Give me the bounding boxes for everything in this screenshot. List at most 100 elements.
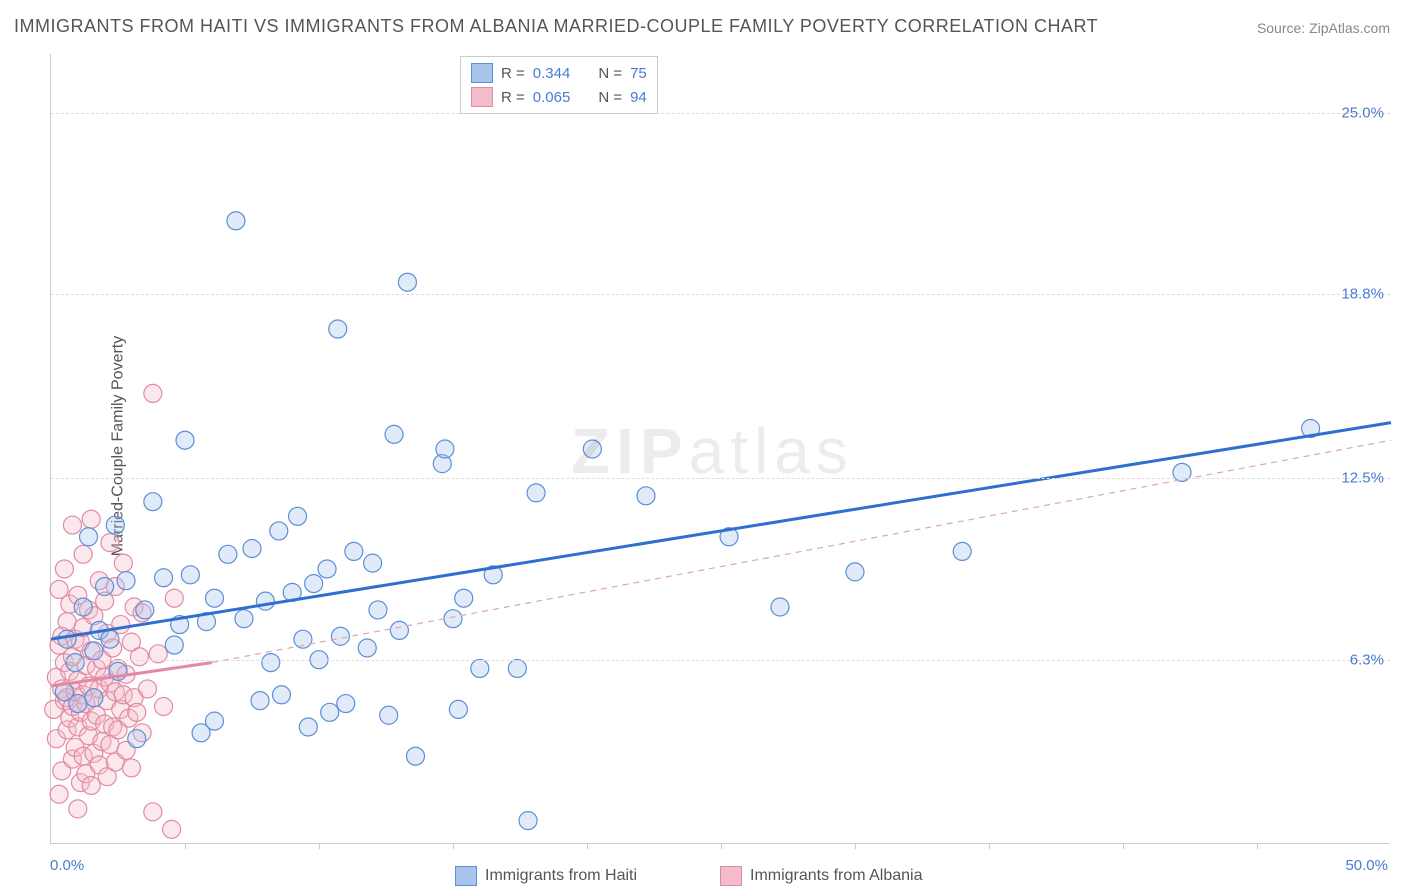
x-axis-max-label: 50.0% [1345, 857, 1388, 874]
source-attribution: Source: ZipAtlas.com [1257, 20, 1390, 36]
data-point-albania [144, 384, 162, 402]
data-point-haiti [74, 598, 92, 616]
x-tick [721, 843, 722, 849]
x-tick [855, 843, 856, 849]
data-point-haiti [390, 621, 408, 639]
data-point-haiti [289, 507, 307, 525]
data-point-albania [82, 510, 100, 528]
data-point-albania [58, 613, 76, 631]
legend-N-label: N = [598, 65, 622, 82]
chart-title: IMMIGRANTS FROM HAITI VS IMMIGRANTS FROM… [14, 16, 1098, 37]
series-label-haiti: Immigrants from Haiti [485, 867, 637, 885]
data-point-haiti [637, 487, 655, 505]
data-point-haiti [219, 545, 237, 563]
data-point-haiti [331, 627, 349, 645]
data-point-haiti [205, 589, 223, 607]
x-tick [319, 843, 320, 849]
data-point-haiti [519, 812, 537, 830]
series-legend-haiti: Immigrants from Haiti [455, 866, 637, 886]
gridline [51, 294, 1390, 295]
data-point-haiti [953, 542, 971, 560]
data-point-haiti [58, 630, 76, 648]
data-point-albania [122, 759, 140, 777]
data-point-haiti [846, 563, 864, 581]
data-point-haiti [771, 598, 789, 616]
swatch-haiti-icon [471, 63, 493, 83]
legend-R-label: R = [501, 65, 525, 82]
data-point-haiti [318, 560, 336, 578]
data-point-haiti [243, 539, 261, 557]
data-point-haiti [117, 572, 135, 590]
data-point-haiti [385, 425, 403, 443]
y-tick-label: 6.3% [1350, 651, 1384, 668]
data-point-haiti [80, 528, 98, 546]
legend-R-value: 0.065 [533, 89, 571, 106]
data-point-haiti [471, 659, 489, 677]
gridline [51, 478, 1390, 479]
y-tick-label: 25.0% [1341, 104, 1384, 121]
data-point-haiti [527, 484, 545, 502]
data-point-haiti [321, 703, 339, 721]
data-point-haiti [128, 730, 146, 748]
data-point-albania [82, 776, 100, 794]
data-point-haiti [155, 569, 173, 587]
data-point-haiti [165, 636, 183, 654]
y-tick-label: 12.5% [1341, 470, 1384, 487]
data-point-haiti [96, 578, 114, 596]
legend-R-value: 0.344 [533, 65, 571, 82]
scatter-svg [51, 54, 1390, 843]
data-point-haiti [305, 575, 323, 593]
legend-row-albania: R =0.065N =94 [471, 85, 647, 109]
data-point-haiti [583, 440, 601, 458]
data-point-haiti [337, 695, 355, 713]
x-tick [453, 843, 454, 849]
data-point-albania [155, 697, 173, 715]
data-point-haiti [436, 440, 454, 458]
data-point-haiti [136, 601, 154, 619]
data-point-haiti [449, 700, 467, 718]
data-point-haiti [85, 642, 103, 660]
y-tick-label: 18.8% [1341, 285, 1384, 302]
swatch-haiti [455, 866, 477, 886]
data-point-haiti [272, 686, 290, 704]
data-point-albania [69, 800, 87, 818]
data-point-haiti [444, 610, 462, 628]
data-point-albania [165, 589, 183, 607]
data-point-albania [114, 554, 132, 572]
data-point-haiti [227, 212, 245, 230]
data-point-haiti [176, 431, 194, 449]
data-point-haiti [380, 706, 398, 724]
swatch-albania [720, 866, 742, 886]
data-point-haiti [66, 654, 84, 672]
data-point-albania [128, 703, 146, 721]
legend-stats-box: R =0.344N =75R =0.065N =94 [460, 56, 658, 114]
data-point-haiti [345, 542, 363, 560]
data-point-albania [50, 785, 68, 803]
data-point-albania [138, 680, 156, 698]
data-point-haiti [364, 554, 382, 572]
data-point-haiti [205, 712, 223, 730]
gridline [51, 660, 1390, 661]
data-point-albania [74, 545, 92, 563]
data-point-haiti [299, 718, 317, 736]
data-point-haiti [144, 493, 162, 511]
data-point-haiti [329, 320, 347, 338]
plot-area: ZIPatlas 6.3%12.5%18.8%25.0% [50, 54, 1390, 844]
data-point-haiti [256, 592, 274, 610]
x-tick [1257, 843, 1258, 849]
data-point-albania [55, 560, 73, 578]
data-point-haiti [251, 692, 269, 710]
gridline [51, 113, 1390, 114]
data-point-haiti [85, 689, 103, 707]
data-point-haiti [235, 610, 253, 628]
x-tick [989, 843, 990, 849]
data-point-albania [144, 803, 162, 821]
data-point-albania [101, 534, 119, 552]
data-point-haiti [101, 630, 119, 648]
legend-N-value: 94 [630, 89, 647, 106]
data-point-haiti [270, 522, 288, 540]
series-label-albania: Immigrants from Albania [750, 867, 923, 885]
data-point-albania [163, 820, 181, 838]
data-point-haiti [369, 601, 387, 619]
x-tick [587, 843, 588, 849]
